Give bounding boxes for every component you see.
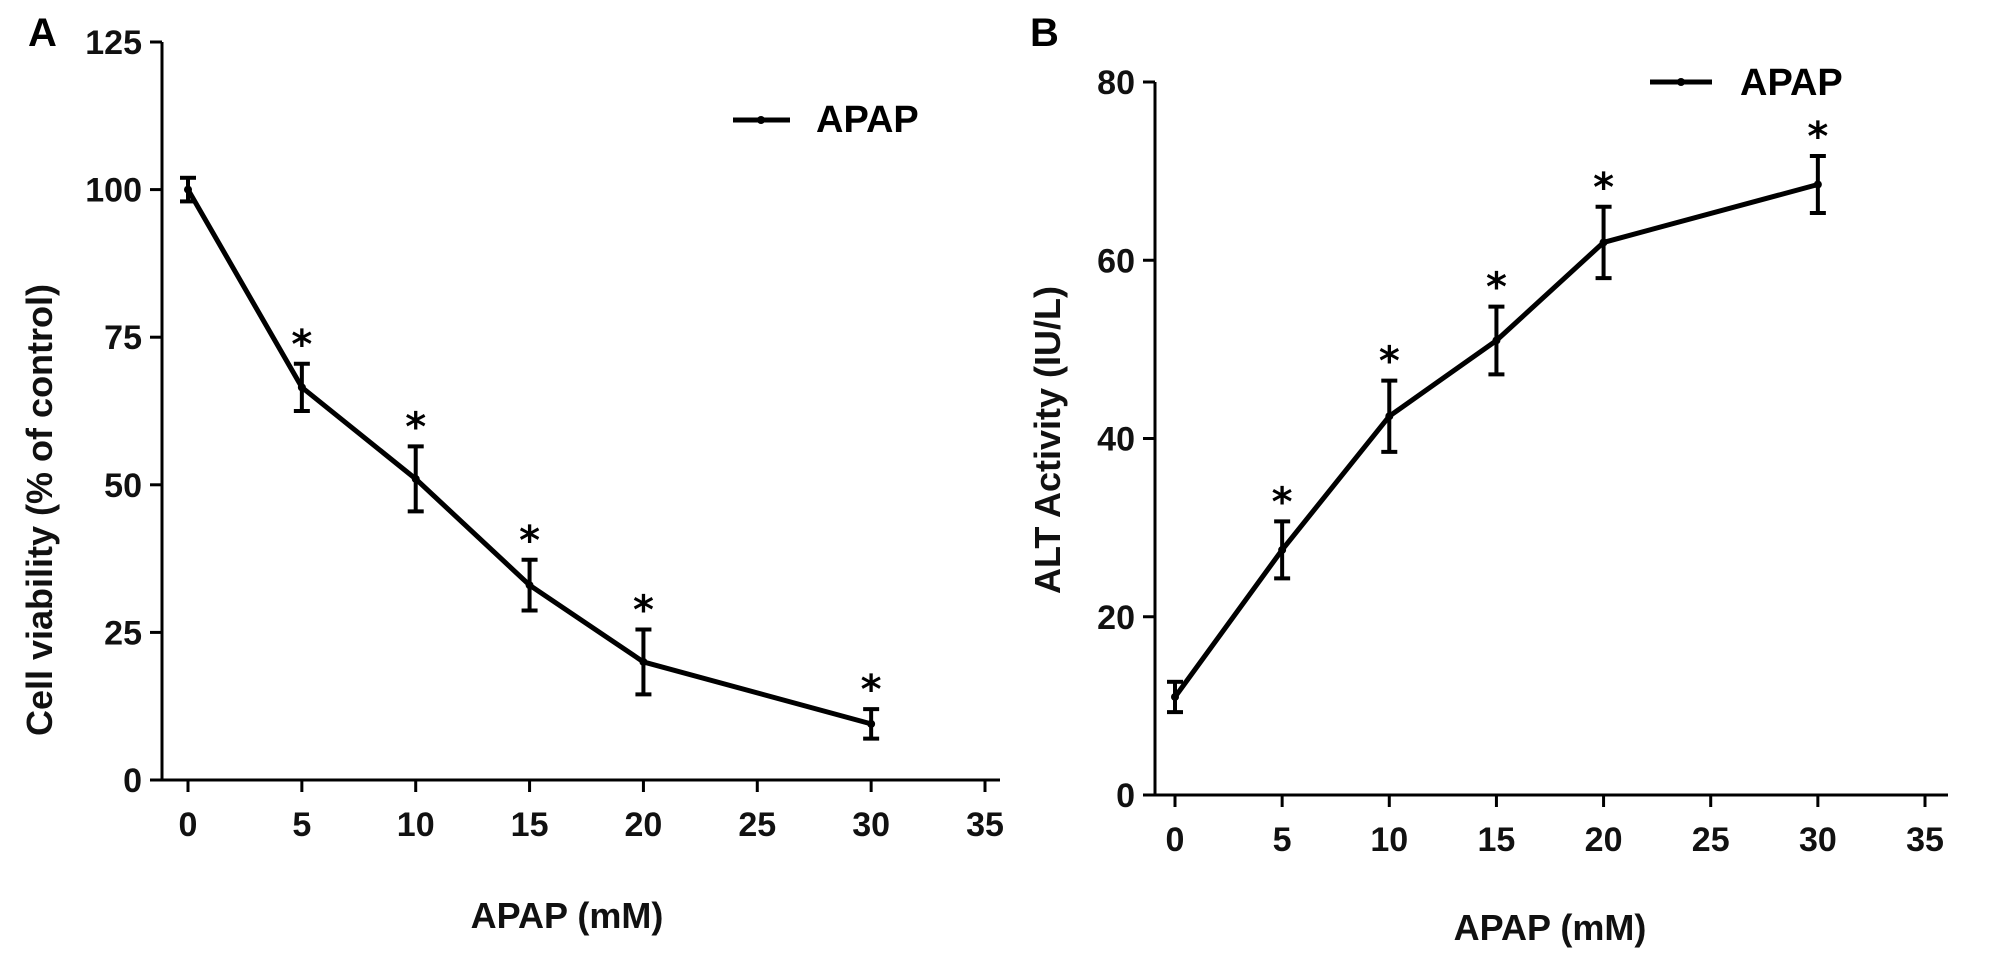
panel-a-y-axis-title: Cell viability (% of control)	[19, 284, 60, 736]
panel-b-significance-star: *	[1593, 165, 1614, 211]
panel-b-y-axis-title: ALT Activity (IU/L)	[1027, 286, 1068, 594]
panel-b-x-tick-label: 10	[1370, 821, 1408, 859]
panel-a-label: A	[28, 11, 57, 55]
panel-a-y-tick-label: 50	[104, 467, 142, 505]
panel-a-x-tick-label: 10	[397, 806, 435, 844]
panel-b-y-tick-label: 20	[1097, 599, 1135, 637]
panel-a-y-tick-label: 125	[85, 24, 142, 62]
panel-b-data-point	[1813, 180, 1822, 189]
panel-b-x-axis-title: APAP (mM)	[1454, 907, 1647, 948]
panel-b-legend: APAP	[1650, 62, 1843, 104]
panel-a-data-point	[411, 474, 420, 483]
panel-a-data-point	[867, 719, 876, 728]
panel-a-x-tick-label: 15	[511, 806, 549, 844]
panel-b-y-tick-label: 80	[1097, 64, 1135, 102]
panel-b-x-tick-label: 25	[1692, 821, 1730, 859]
panel-a-significance-star: *	[291, 322, 312, 368]
panel-a-y-tick-label: 0	[123, 762, 142, 800]
panel-a-x-tick-label: 20	[625, 806, 663, 844]
panel-b-y-tick-label: 0	[1116, 777, 1135, 815]
panel-b-significance-star: *	[1272, 479, 1293, 525]
panel-b-series-line	[1172, 182, 1819, 699]
panel-b-x-tick-label: 20	[1585, 821, 1623, 859]
panel-a-legend-label: APAP	[816, 99, 919, 141]
panel-a-x-tick-label: 30	[852, 806, 890, 844]
panel-b-x-tick-label: 30	[1799, 821, 1837, 859]
panel-a-legend-marker	[757, 116, 765, 124]
panel-b-x-tick-label: 35	[1906, 821, 1944, 859]
panel-b-y-tick-label: 60	[1097, 242, 1135, 280]
panel-a-x-tick-label: 0	[179, 806, 198, 844]
panel-a-data-point	[184, 185, 192, 194]
panel-a-legend: APAP	[733, 99, 919, 141]
panel-b-data-point	[1171, 692, 1179, 701]
panel-a-x-tick-label: 35	[966, 806, 1004, 844]
panel-b-significance-star: *	[1486, 265, 1507, 311]
panel-a-x-axis-title: APAP (mM)	[471, 895, 664, 936]
panel-b-y-tick-label: 40	[1097, 421, 1135, 459]
panel-a-x-tick-label: 25	[738, 806, 776, 844]
panel-a-significance-star: *	[633, 587, 654, 633]
panel-b: B 0 20 40 60 80 0 5 10 15 20 25 30 35 ALT Activity (…	[1027, 11, 1948, 948]
panel-b-x-tick-label: 0	[1166, 821, 1185, 859]
panel-a-series-line	[185, 188, 872, 727]
panel-a-plot-area: * * * * *	[180, 175, 882, 741]
panel-a-significance-star: *	[519, 518, 540, 564]
panel-b-significance-star: *	[1379, 339, 1400, 385]
panel-b-data-point	[1599, 238, 1608, 247]
panel-a-significance-star: *	[861, 667, 882, 713]
panel-a-ticks: 0 25 50 75 100 125 0 5 10 15 20 25 30 35	[85, 24, 1004, 844]
panel-a-x-tick-label: 5	[292, 806, 311, 844]
panel-a-data-point	[525, 581, 534, 590]
panel-b-x-tick-label: 5	[1273, 821, 1292, 859]
panel-a-y-tick-label: 25	[104, 614, 142, 652]
panel-a: A 0 25 50 75 100 125 0 5 10 15 20 25 30 35 Cell viabi…	[19, 11, 1004, 936]
panel-a-y-tick-label: 75	[104, 319, 142, 357]
panel-a-significance-star: *	[405, 404, 426, 450]
panel-a-y-tick-label: 100	[85, 172, 142, 210]
panel-a-data-point	[639, 657, 648, 666]
panel-b-plot-area: * * * * *	[1167, 114, 1828, 715]
panel-a-data-point	[297, 383, 306, 392]
panel-b-data-point	[1385, 412, 1394, 421]
panel-b-legend-label: APAP	[1740, 62, 1843, 104]
panel-b-data-point	[1278, 545, 1287, 554]
panel-b-legend-marker	[1677, 78, 1685, 86]
panel-b-x-tick-label: 15	[1478, 821, 1516, 859]
panel-b-ticks: 0 20 40 60 80 0 5 10 15 20 25 30 35	[1097, 64, 1944, 859]
panel-b-label: B	[1030, 11, 1059, 55]
panel-b-significance-star: *	[1807, 114, 1828, 160]
panel-b-data-point	[1492, 336, 1501, 345]
